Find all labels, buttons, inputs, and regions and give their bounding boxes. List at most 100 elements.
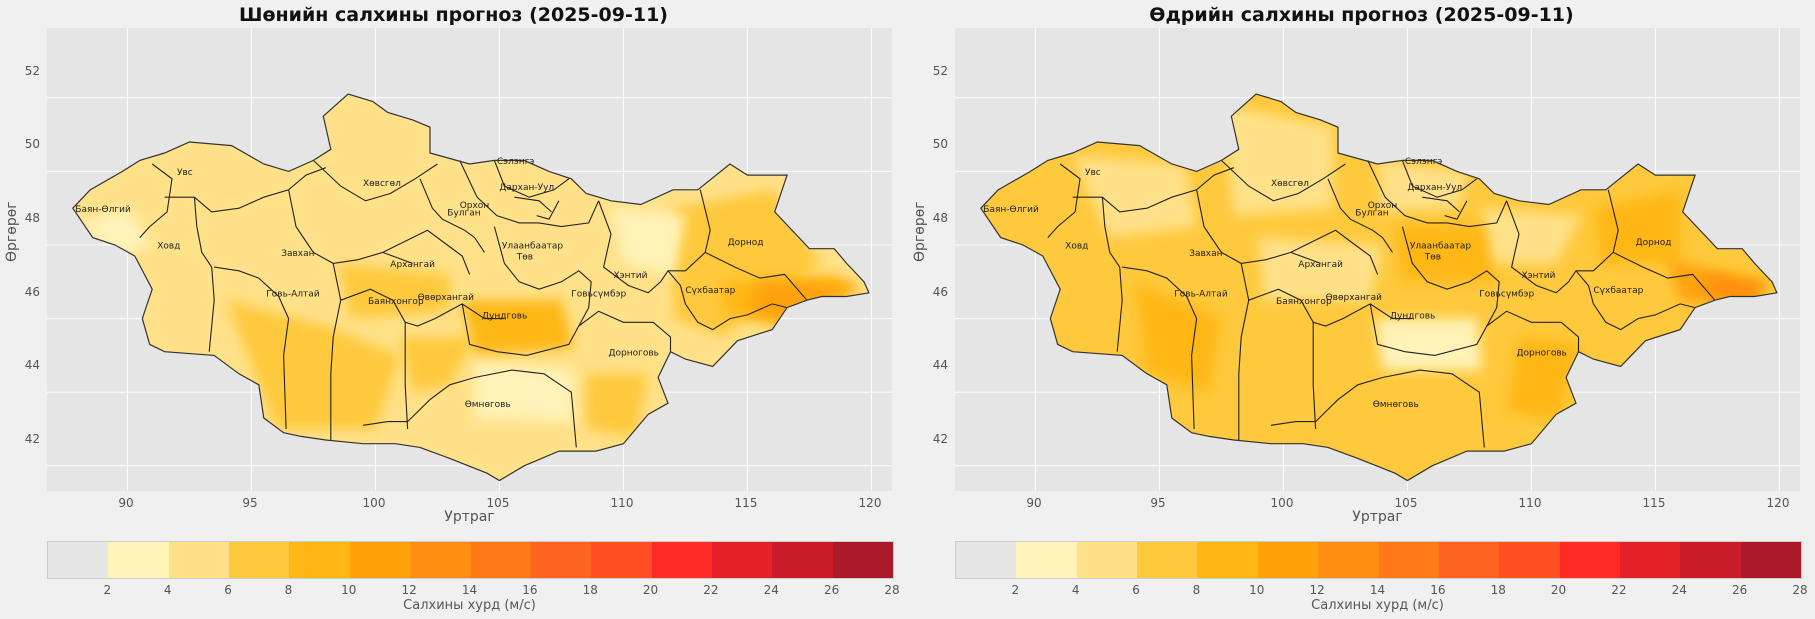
aimag-label: Архангай [390,260,435,270]
colorbar-tick: 2 [103,583,112,597]
aimag-borders [139,159,808,448]
y-tick: 52 [932,64,948,78]
x-tick: 95 [242,496,258,510]
x-tick: 105 [1394,496,1418,510]
x-axis-label: Уртраг [444,509,495,525]
colorbar-segment [651,542,712,578]
wind-contour [1481,208,1581,264]
aimag-label: Баян-Өлгий [983,205,1039,215]
colorbar-tick: 22 [703,583,719,597]
night-forecast-panel: Шөнийн салхины прогноз (2025-09-11) Увс Б… [0,0,907,619]
colorbar-segment [1740,542,1802,578]
aimag-label: Говь-Алтай [266,290,320,300]
aimag-border [1612,251,1716,301]
colorbar-segment [1499,542,1560,578]
colorbar [47,541,894,579]
aimag-border [1367,160,1508,228]
colorbar-segment [1438,542,1500,578]
colorbar-segment [772,542,833,578]
aimag-border [193,197,215,352]
wind-contour [1377,160,1470,212]
colorbar-tick: 16 [1430,583,1446,597]
x-tick: 105 [486,496,510,510]
colorbar-label: Салхины хурд (м/с) [403,598,536,613]
aimag-label: Дундговь [1390,312,1435,322]
aimag-label: Өвөрхангай [1326,293,1383,303]
colorbar-tick: 6 [224,583,232,597]
y-tick: 42 [24,432,40,446]
aimag-border [1401,160,1478,198]
aimag-label: Дархан-Уул [1407,183,1462,193]
aimag-border [461,303,672,356]
colorbar-segment [1197,542,1258,578]
colorbar-segment [349,542,411,578]
x-tick: 90 [1026,496,1042,510]
wind-contour [673,189,822,337]
colorbar-segment [1076,542,1138,578]
colorbar-tick: 26 [1732,583,1748,597]
colorbar-segment [108,542,169,578]
aimag-border [1270,369,1485,448]
x-tick: 95 [1150,496,1166,510]
colorbar-segment [711,542,773,578]
aimag-border [1327,178,1393,253]
colorbar-tick: 14 [461,583,478,597]
colorbar-segment [1318,542,1379,578]
colorbar-label: Салхины хурд (м/с) [1311,598,1444,613]
colorbar-segment [1016,542,1077,578]
wind-contour [1506,337,1581,422]
x-tick: 110 [1518,496,1542,510]
aimag-border [493,160,570,198]
y-tick: 52 [24,64,40,78]
aimag-label: Сүхбаатар [1593,286,1643,296]
aimag-border [1122,266,1198,430]
colorbar-segment [289,542,350,578]
aimag-label: Сэлэнгэ [497,157,535,167]
x-tick: 110 [610,496,634,510]
aimag-label: Говь-Алтай [1174,290,1228,300]
colorbar-tick: 28 [884,583,900,597]
panel-title: Шөнийн салхины прогноз (2025-09-11) [239,4,668,26]
colorbar-tick: 8 [284,583,293,597]
x-tick: 120 [1766,496,1790,510]
aimag-label: Өмнөговь [1373,400,1419,410]
colorbar-segment [530,542,592,578]
aimag-label: Өвөрхангай [418,293,475,303]
aimag-border [459,160,600,228]
colorbar-segment [1619,542,1681,578]
aimag-border [1369,303,1580,356]
aimag-border [1422,196,1460,213]
aimag-label: Төв [1424,253,1441,263]
aimag-border [1290,229,1379,275]
colorbar-tick: 28 [1792,583,1808,597]
aimag-label: Говьсүмбэр [571,290,626,300]
y-tick: 42 [932,432,948,446]
aimag-label: Улаанбаатар [502,242,563,252]
wind-contour [611,208,686,275]
x-tick: 100 [362,496,386,510]
colorbar-tick: 12 [1309,583,1325,597]
aimag-labels: Увс Баян-Өлгий Ховд Завхан Говь-Алтай Хөвсгөл… [983,157,1671,410]
colorbar-segment [229,542,290,578]
aimag-border [340,288,505,327]
aimag-border [493,226,592,327]
colorbar-segment [410,542,471,578]
aimag-labels: Увс Баян-Өлгий Ховд Завхан Говь-Алтай Хөвсгөл… [75,157,763,410]
colorbar-segment [1137,542,1198,578]
wind-contour [77,208,153,260]
wind-contour [1375,318,1482,371]
aimag-border [1072,167,1234,213]
wind-contour [1395,222,1495,282]
mongolia-wind-map: Увс Баян-Өлгий Ховд Завхан Говь-Алтай Хөвсгөл… [47,28,892,491]
colorbar-segment [168,542,230,578]
wind-speed-field [985,105,1767,448]
aimag-label: Булган [1355,209,1388,219]
y-axis-label: Өргөрөг [912,201,928,262]
colorbar-tick: 24 [763,583,779,597]
aimag-border [667,270,788,331]
aimag-border [419,178,485,253]
y-axis-label: Өргөрөг [4,201,20,262]
x-tick: 115 [1642,496,1666,510]
aimag-border [404,322,409,430]
colorbar [955,541,1802,579]
